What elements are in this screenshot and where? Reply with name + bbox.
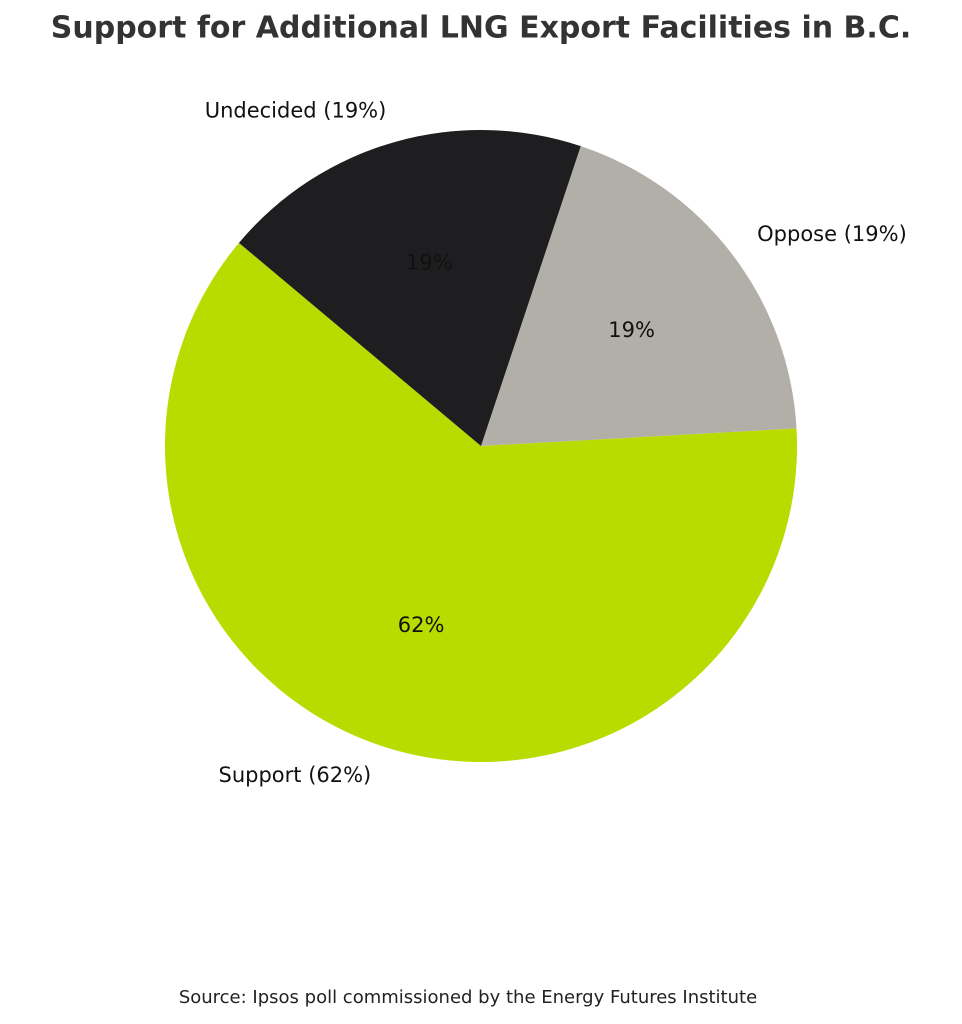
chart-title: Support for Additional LNG Export Facili…: [51, 11, 911, 46]
category-label: Undecided (19%): [205, 99, 387, 123]
value-label: 19%: [608, 318, 655, 342]
value-label: 62%: [398, 613, 445, 637]
value-label: 19%: [406, 251, 453, 275]
category-label: Oppose (19%): [757, 222, 907, 246]
pie-slice: [481, 146, 797, 446]
pie-slice: [165, 242, 798, 762]
pie-slice: [238, 129, 581, 446]
source-note: Source: Ipsos poll commissioned by the E…: [179, 987, 757, 1008]
category-label: Support (62%): [219, 763, 372, 787]
